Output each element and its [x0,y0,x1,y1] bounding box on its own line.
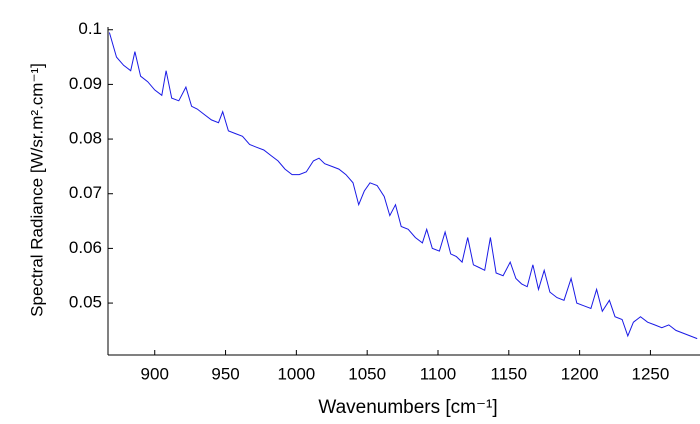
y-tick-label: 0.08 [69,129,102,148]
x-tick-label: 950 [211,364,239,383]
x-tick-label: 1200 [561,364,599,383]
spectrum-line [108,32,698,340]
x-tick-label: 1150 [491,364,528,383]
y-tick-label: 0.06 [69,238,102,257]
y-tick-label: 0.1 [78,19,102,38]
x-tick-label: 1050 [348,364,386,383]
y-tick-label: 0.07 [69,183,102,202]
y-tick-label: 0.05 [69,293,102,312]
y-axis-label: Spectral Radiance [W/sr.m².cm⁻¹] [27,63,46,317]
x-tick-label: 1000 [277,364,315,383]
x-tick-label: 1100 [420,364,457,383]
x-tick-label: 1250 [632,364,670,383]
x-axis-label: Wavenumbers [cm⁻¹] [318,397,497,418]
y-tick-label: 0.09 [69,74,102,93]
x-tick-label: 900 [141,364,169,383]
